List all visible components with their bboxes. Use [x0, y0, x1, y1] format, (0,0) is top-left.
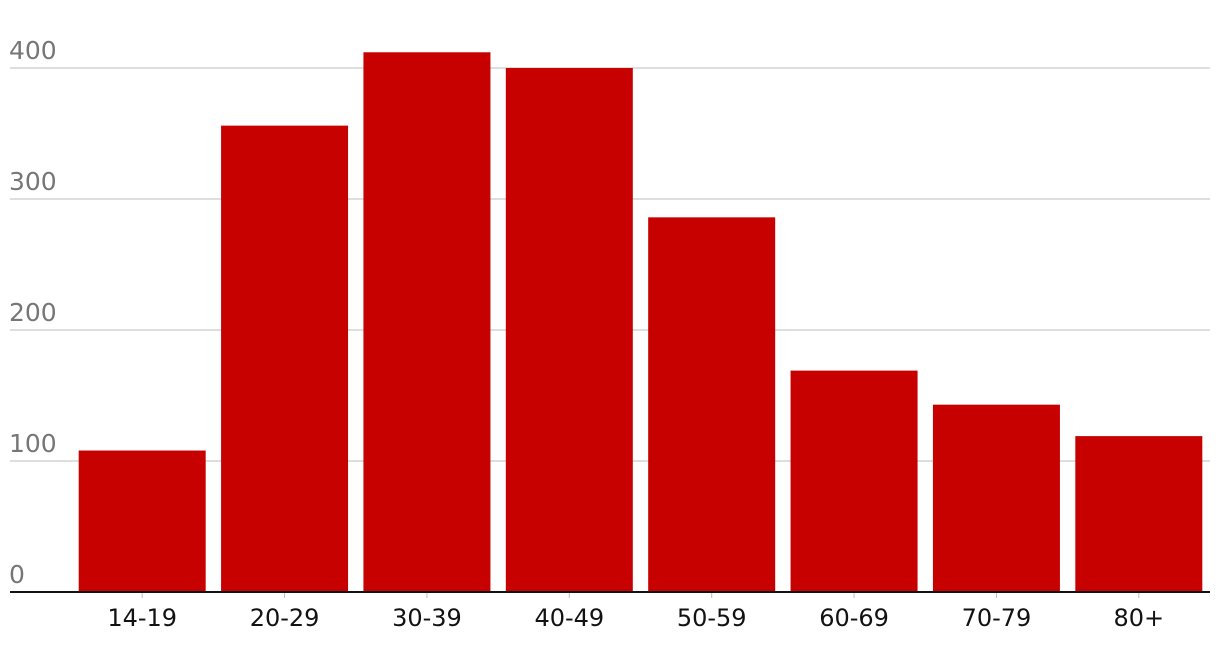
- bar: [790, 370, 918, 592]
- y-tick-label: 400: [9, 36, 57, 65]
- bar: [363, 52, 491, 592]
- y-tick-label: 200: [9, 298, 57, 327]
- x-tick-label: 30-39: [392, 604, 462, 632]
- y-tick-label: 100: [9, 429, 57, 458]
- x-tick-label: 60-69: [819, 604, 889, 632]
- x-tick-label: 70-79: [962, 604, 1032, 632]
- bar: [505, 68, 633, 592]
- bar: [932, 404, 1060, 592]
- x-tick-label: 14-19: [107, 604, 177, 632]
- x-tick-label: 50-59: [677, 604, 747, 632]
- x-tick-label: 20-29: [250, 604, 320, 632]
- y-tick-label: 0: [9, 560, 25, 589]
- x-tick-label: 40-49: [534, 604, 604, 632]
- y-tick-label: 300: [9, 167, 57, 196]
- bar: [648, 217, 776, 592]
- bar: [78, 450, 206, 592]
- x-tick-label: 80+: [1113, 604, 1164, 632]
- bar: [1075, 436, 1203, 592]
- bar: [221, 125, 349, 592]
